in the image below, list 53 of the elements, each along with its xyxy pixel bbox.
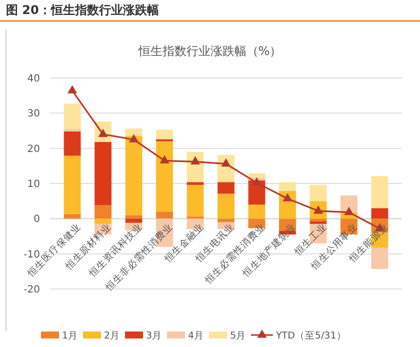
chart-subtitle: 恒生指数行业涨跌幅（%） bbox=[137, 44, 282, 58]
bar bbox=[279, 182, 296, 191]
bar bbox=[125, 215, 142, 219]
point bbox=[67, 85, 78, 94]
bar bbox=[218, 182, 234, 194]
bar bbox=[64, 156, 81, 214]
bar bbox=[125, 136, 142, 216]
y-tick-label: 30 bbox=[27, 108, 40, 120]
bar bbox=[64, 128, 81, 132]
bar bbox=[371, 176, 388, 208]
point bbox=[190, 156, 200, 164]
legend-label: 3月 bbox=[146, 330, 162, 342]
bar bbox=[156, 130, 173, 140]
point bbox=[252, 177, 262, 186]
bar bbox=[125, 218, 142, 223]
y-tick-label: -20 bbox=[24, 284, 40, 296]
bar bbox=[310, 184, 327, 202]
bar bbox=[218, 218, 234, 222]
point bbox=[344, 206, 354, 216]
legend-label: 2月 bbox=[104, 330, 120, 342]
y-tick-label: 10 bbox=[27, 179, 40, 190]
bar bbox=[156, 212, 173, 219]
point bbox=[282, 193, 292, 202]
bar bbox=[156, 141, 173, 212]
bar bbox=[94, 142, 112, 206]
y-tick-label: -10 bbox=[24, 249, 40, 260]
bar bbox=[218, 194, 234, 219]
bar bbox=[64, 214, 81, 219]
legend-label: 1月 bbox=[62, 330, 78, 342]
point bbox=[160, 155, 170, 164]
point bbox=[221, 158, 231, 167]
chart-title: 图 20：恒生指数行业涨跌幅 bbox=[6, 3, 159, 17]
y-tick-label: 20 bbox=[27, 144, 40, 155]
bar bbox=[310, 218, 327, 222]
bar bbox=[340, 195, 358, 212]
bar bbox=[371, 208, 388, 219]
bar bbox=[186, 184, 204, 217]
bar bbox=[125, 128, 142, 136]
bar bbox=[64, 104, 81, 129]
bar bbox=[248, 173, 266, 178]
bar bbox=[94, 218, 112, 224]
legend-label: 5月 bbox=[230, 330, 246, 342]
bar bbox=[94, 205, 112, 219]
bar bbox=[64, 131, 81, 156]
legend-label: YTD（至5/31） bbox=[275, 330, 346, 342]
y-tick-label: 40 bbox=[27, 74, 40, 84]
bar bbox=[310, 221, 327, 224]
bar bbox=[186, 182, 204, 185]
legend-label: 4月 bbox=[188, 330, 204, 342]
bar bbox=[371, 248, 388, 269]
point bbox=[128, 134, 139, 142]
y-tick-label: 0 bbox=[34, 214, 40, 226]
bar bbox=[248, 204, 266, 219]
